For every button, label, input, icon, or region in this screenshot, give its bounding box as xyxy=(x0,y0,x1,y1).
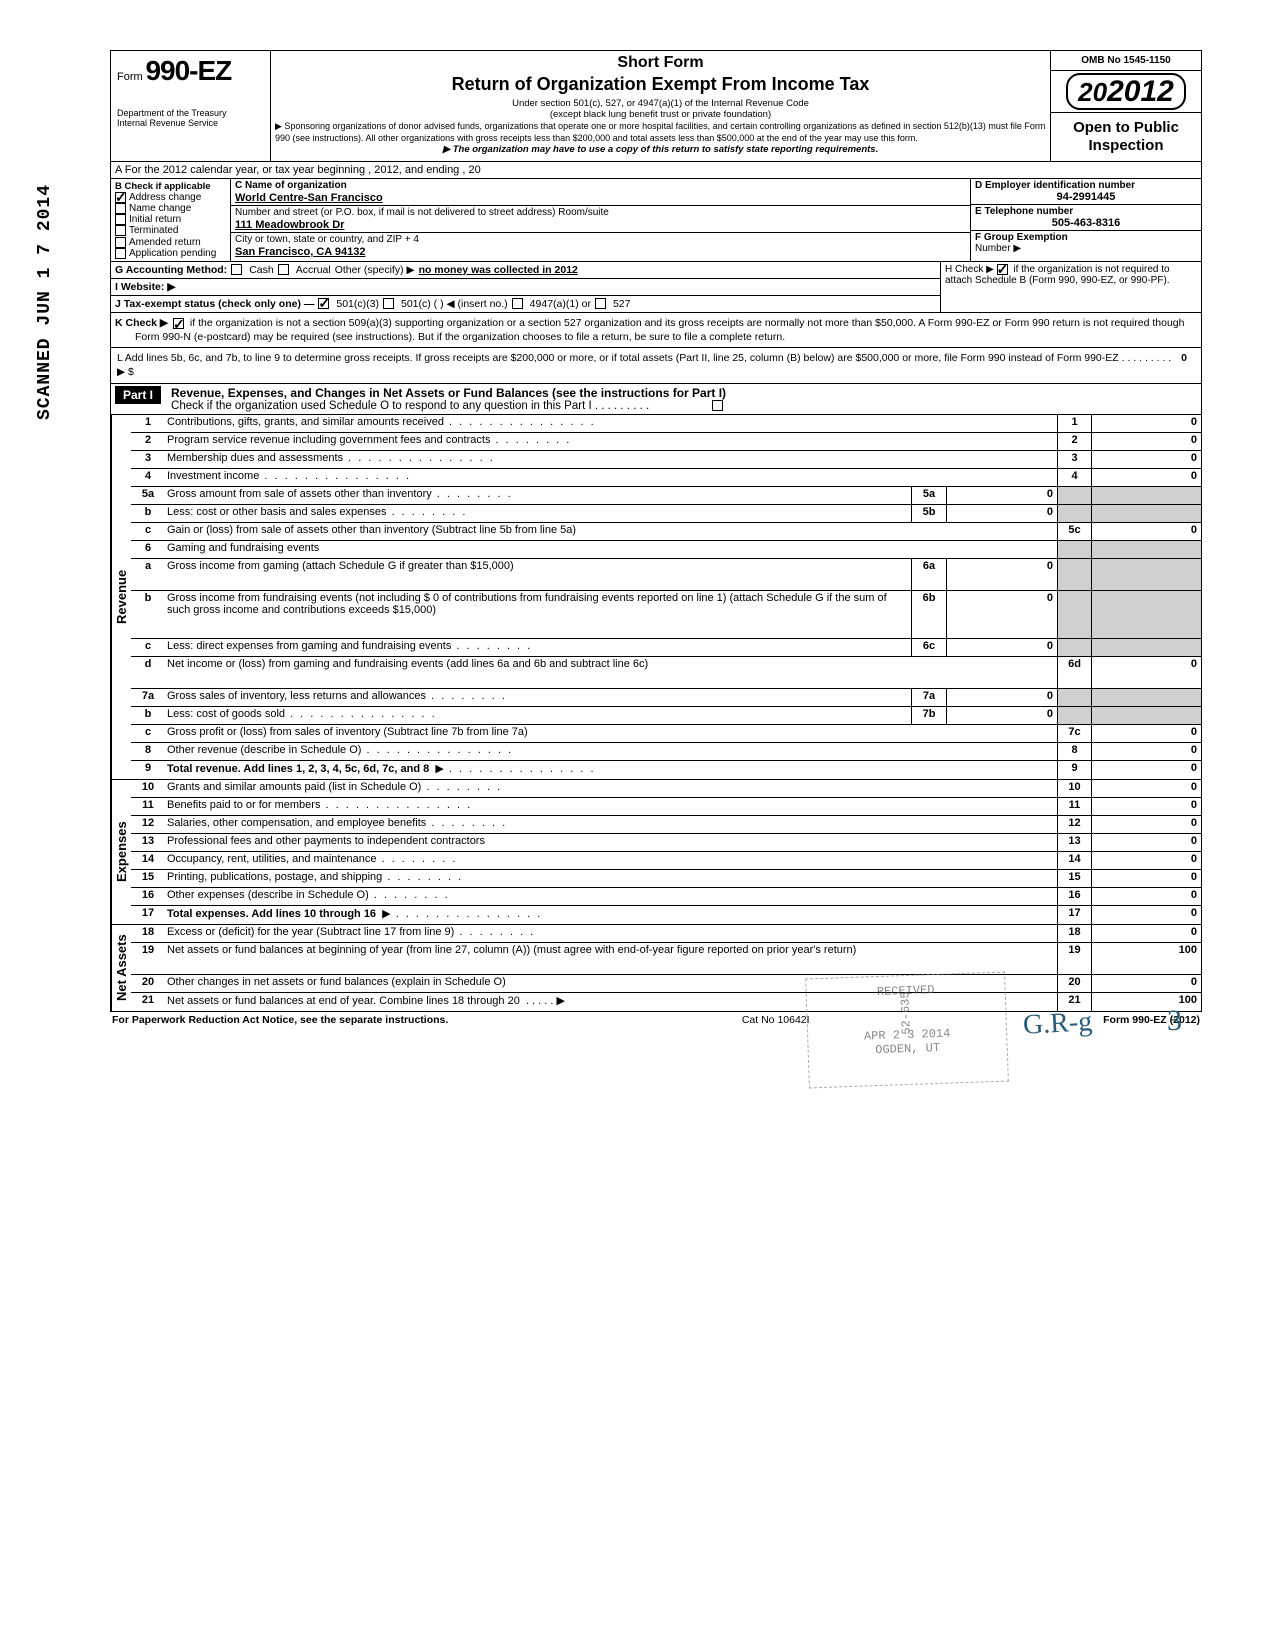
row-l: L Add lines 5b, 6c, and 7b, to line 9 to… xyxy=(111,348,1201,383)
part1-check-line: Check if the organization used Schedule … xyxy=(171,400,649,412)
row-g: G Accounting Method: Cash Accrual Other … xyxy=(111,262,940,279)
year-box: 202012 xyxy=(1051,71,1201,113)
row-j: J Tax-exempt status (check only one) — 5… xyxy=(111,296,940,312)
part1-title: Revenue, Expenses, and Changes in Net As… xyxy=(171,386,726,400)
row-i: I Website: ▶ xyxy=(111,279,940,296)
scanned-date-stamp: SCANNED JUN 1 7 2014 xyxy=(35,184,55,420)
chk-address-change[interactable]: Address change xyxy=(115,192,226,203)
form-label: Form xyxy=(117,71,143,83)
ghij-left: G Accounting Method: Cash Accrual Other … xyxy=(111,262,941,312)
net-assets-section: Net Assets 18Excess or (deficit) for the… xyxy=(111,925,1201,1011)
part1-badge: Part I xyxy=(115,386,161,404)
chk-initial-return[interactable]: Initial return xyxy=(115,214,226,225)
ein-value: 94-2991445 xyxy=(975,191,1197,203)
subtitle-4: ▶ The organization may have to use a cop… xyxy=(275,144,1046,156)
chk-amended[interactable]: Amended return xyxy=(115,237,226,248)
rows-ghij: G Accounting Method: Cash Accrual Other … xyxy=(111,262,1201,313)
c-addr-row: Number and street (or P.O. box, if mail … xyxy=(231,206,970,233)
title-return: Return of Organization Exempt From Incom… xyxy=(275,73,1046,96)
header-right: OMB No 1545-1150 202012 Open to PublicIn… xyxy=(1051,51,1201,161)
column-def: D Employer identification number 94-2991… xyxy=(971,179,1201,261)
chk-name-change[interactable]: Name change xyxy=(115,203,226,214)
revenue-section: Revenue 1Contributions, gifts, grants, a… xyxy=(111,415,1201,780)
footer-cat-no: Cat No 10642I xyxy=(742,1014,810,1026)
net-assets-lines: 18Excess or (deficit) for the year (Subt… xyxy=(131,925,1201,1011)
vtab-revenue: Revenue xyxy=(111,415,131,779)
subtitle-1: Under section 501(c), 527, or 4947(a)(1)… xyxy=(275,98,1046,110)
footer-left: For Paperwork Reduction Act Notice, see … xyxy=(112,1014,448,1026)
open-to-public: Open to PublicInspection xyxy=(1051,113,1201,161)
tax-year: 202012 xyxy=(1066,73,1186,110)
title-short-form: Short Form xyxy=(275,53,1046,73)
e-phone: E Telephone number 505-463-8316 xyxy=(971,205,1201,231)
chk-501c3[interactable] xyxy=(318,298,329,309)
other-method: no money was collected in 2012 xyxy=(419,264,578,276)
omb-number: OMB No 1545-1150 xyxy=(1051,51,1201,71)
form-number: 990-EZ xyxy=(145,55,231,86)
expenses-section: Expenses 10Grants and similar amounts pa… xyxy=(111,780,1201,925)
org-street: 111 Meadowbrook Dr xyxy=(235,219,344,231)
l-value: 0 xyxy=(1181,351,1195,379)
chk-k[interactable] xyxy=(173,318,184,329)
part1-header: Part I Revenue, Expenses, and Changes in… xyxy=(111,384,1201,415)
row-h: H Check ▶ if the organization is not req… xyxy=(941,262,1201,312)
signature: G.R-g xyxy=(1022,1006,1093,1042)
phone-value: 505-463-8316 xyxy=(975,217,1197,229)
chk-501c[interactable] xyxy=(383,298,394,309)
page-number: 3 xyxy=(1167,1004,1182,1038)
f-group-exemption: F Group Exemption Number ▶ xyxy=(971,231,1201,255)
column-c-org-info: C Name of organization World Centre-San … xyxy=(231,179,971,261)
footer-form-id: Form 990-EZ (2012) xyxy=(1103,1014,1200,1026)
form-990ez: Form 990-EZ Department of the Treasury I… xyxy=(110,50,1202,1012)
vtab-expenses: Expenses xyxy=(111,780,131,924)
dept-irs: Internal Revenue Service xyxy=(117,119,264,129)
expenses-lines: 10Grants and similar amounts paid (list … xyxy=(131,780,1201,924)
chk-schedule-o[interactable] xyxy=(712,400,723,411)
chk-cash[interactable] xyxy=(231,264,242,275)
chk-schedule-b[interactable] xyxy=(997,264,1008,275)
section-bcdef: B Check if applicable Address change Nam… xyxy=(111,179,1201,262)
row-a-tax-year: A For the 2012 calendar year, or tax yea… xyxy=(111,162,1201,179)
vtab-net-assets: Net Assets xyxy=(111,925,131,1011)
d-ein: D Employer identification number 94-2991… xyxy=(971,179,1201,205)
c-city-row: City or town, state or country, and ZIP … xyxy=(231,233,970,259)
b-title: B Check if applicable xyxy=(115,181,226,192)
header-middle: Short Form Return of Organization Exempt… xyxy=(271,51,1051,161)
chk-4947[interactable] xyxy=(512,298,523,309)
org-name: World Centre-San Francisco xyxy=(235,192,383,204)
chk-accrual[interactable] xyxy=(278,264,289,275)
org-city: San Francisco, CA 94132 xyxy=(235,246,365,258)
chk-527[interactable] xyxy=(595,298,606,309)
chk-pending[interactable]: Application pending xyxy=(115,248,226,259)
form-header: Form 990-EZ Department of the Treasury I… xyxy=(111,51,1201,162)
subtitle-3: ▶ Sponsoring organizations of donor advi… xyxy=(275,121,1046,144)
revenue-lines: 1Contributions, gifts, grants, and simil… xyxy=(131,415,1201,779)
subtitle-2: (except black lung benefit trust or priv… xyxy=(275,109,1046,121)
chk-terminated[interactable]: Terminated xyxy=(115,225,226,236)
row-k: K Check ▶ if the organization is not a s… xyxy=(111,313,1201,348)
column-b-checkboxes: B Check if applicable Address change Nam… xyxy=(111,179,231,261)
c-name-row: C Name of organization World Centre-San … xyxy=(231,179,970,206)
header-left: Form 990-EZ Department of the Treasury I… xyxy=(111,51,271,161)
